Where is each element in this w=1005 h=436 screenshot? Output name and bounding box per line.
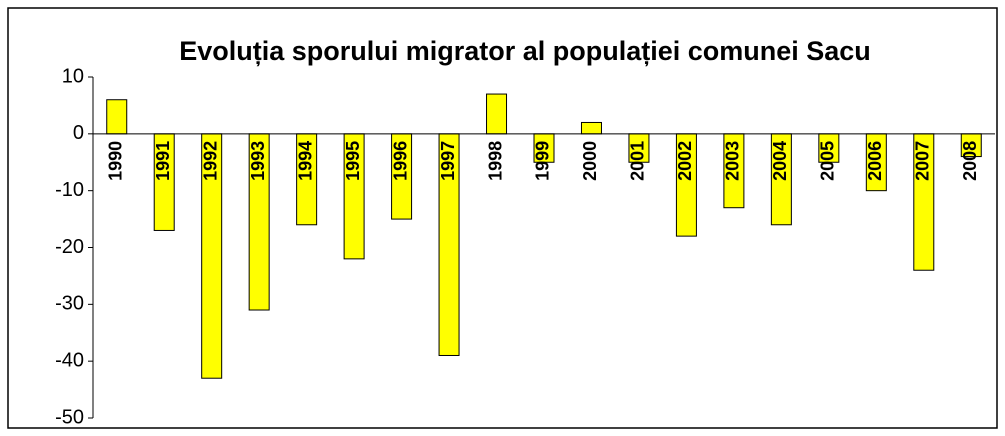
x-tick-label: 1991 — [153, 141, 173, 181]
x-tick-label: 2007 — [913, 141, 933, 181]
x-tick-label: 1993 — [248, 141, 268, 181]
x-tick-label: 2001 — [628, 141, 648, 181]
x-tick-label: 1995 — [343, 141, 363, 181]
x-tick-label: 1996 — [390, 141, 410, 181]
y-tick-label: -20 — [55, 236, 84, 258]
x-tick-label: 2006 — [865, 141, 885, 181]
y-tick-label: -40 — [55, 349, 84, 371]
y-tick-label: -30 — [55, 293, 84, 315]
x-tick-label: 1999 — [533, 141, 553, 181]
y-tick-label: -50 — [55, 406, 84, 428]
x-tick-label: 1998 — [485, 141, 505, 181]
x-tick-label: 1994 — [295, 141, 315, 181]
y-tick-label: 0 — [73, 122, 84, 144]
chart-title: Evoluția sporului migrator al populației… — [179, 36, 871, 66]
x-tick-label: 2004 — [770, 141, 790, 181]
y-tick-label: 10 — [62, 65, 84, 87]
x-tick-label: 2008 — [960, 141, 980, 181]
x-tick-label: 1997 — [438, 141, 458, 181]
bar — [580, 121, 602, 135]
x-tick-label: 2003 — [723, 141, 743, 181]
x-tick-label: 2000 — [580, 141, 600, 181]
y-tick-label: -10 — [55, 179, 84, 201]
bar — [106, 99, 128, 135]
x-tick-label: 1992 — [200, 141, 220, 181]
x-tick-label: 2005 — [818, 141, 838, 181]
bar — [486, 93, 508, 135]
x-tick-label: 1990 — [105, 141, 125, 181]
x-tick-label: 2002 — [675, 141, 695, 181]
